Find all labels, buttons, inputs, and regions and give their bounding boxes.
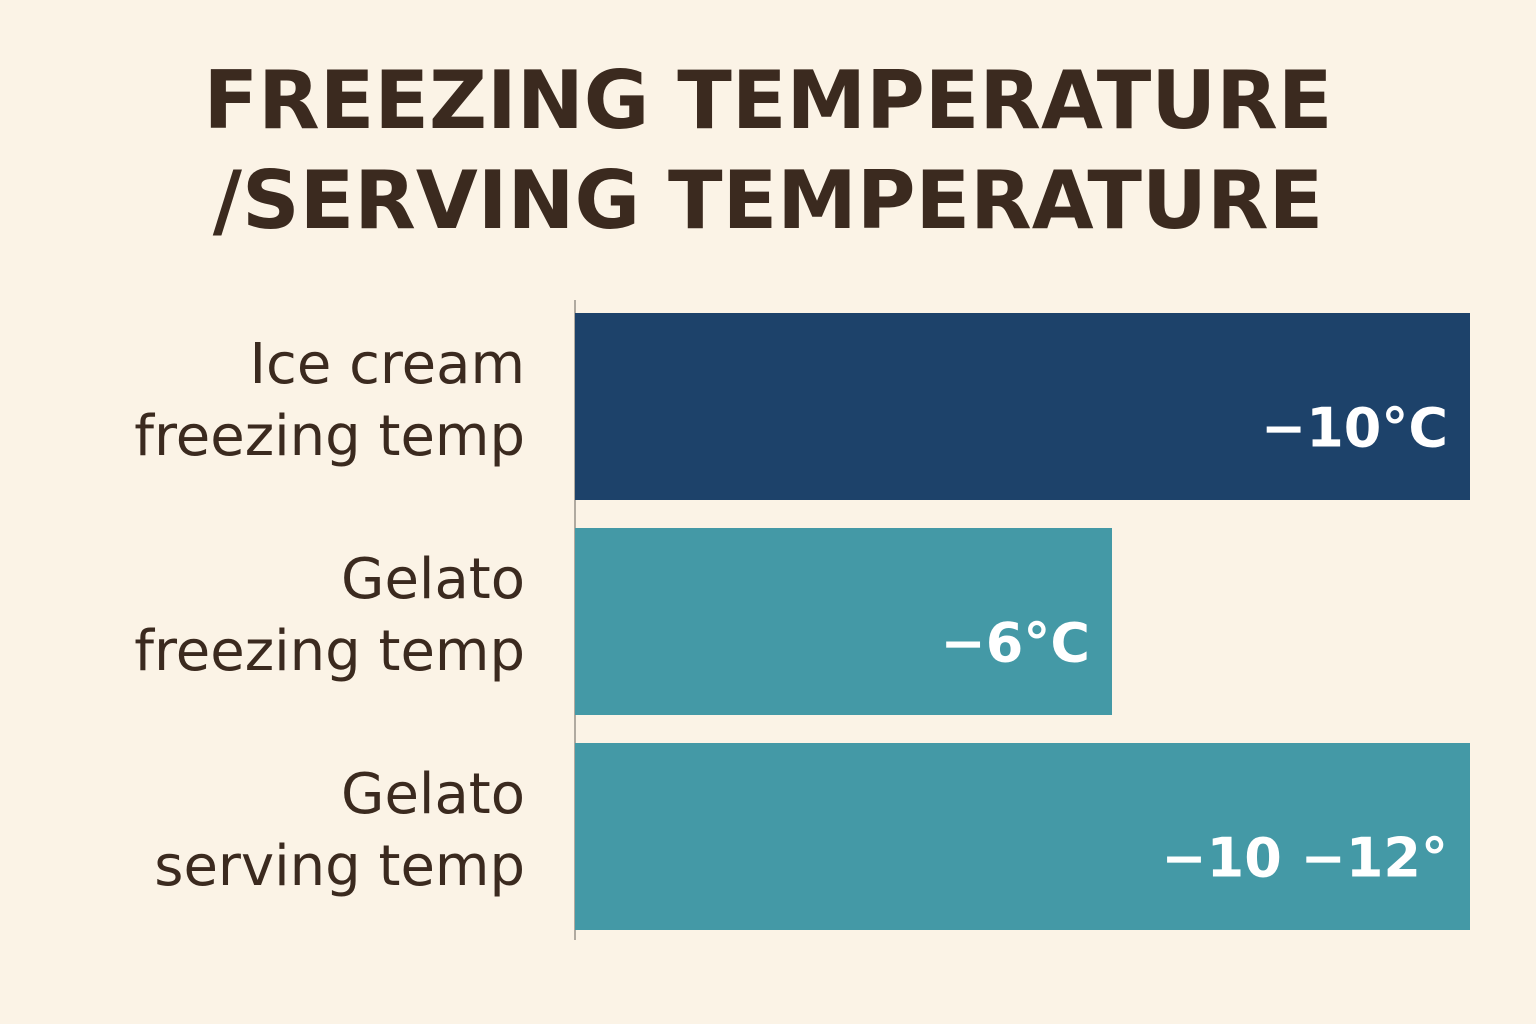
category-label: freezing temp bbox=[134, 404, 525, 469]
value-label: −6°C bbox=[941, 612, 1090, 675]
value-label: −10°C bbox=[1261, 397, 1448, 460]
category-label: freezing temp bbox=[134, 619, 525, 684]
value-label: −10 −12° bbox=[1161, 827, 1448, 890]
category-label: Gelato bbox=[341, 547, 525, 612]
bar bbox=[575, 528, 1112, 715]
chart-title: /SERVING TEMPERATURE bbox=[213, 154, 1323, 247]
bar bbox=[575, 743, 1470, 930]
category-label: Ice cream bbox=[250, 332, 525, 397]
category-label: Gelato bbox=[341, 762, 525, 827]
bar bbox=[575, 313, 1470, 500]
chart-title: FREEZING TEMPERATURE bbox=[204, 54, 1333, 147]
category-label: serving temp bbox=[154, 834, 525, 899]
